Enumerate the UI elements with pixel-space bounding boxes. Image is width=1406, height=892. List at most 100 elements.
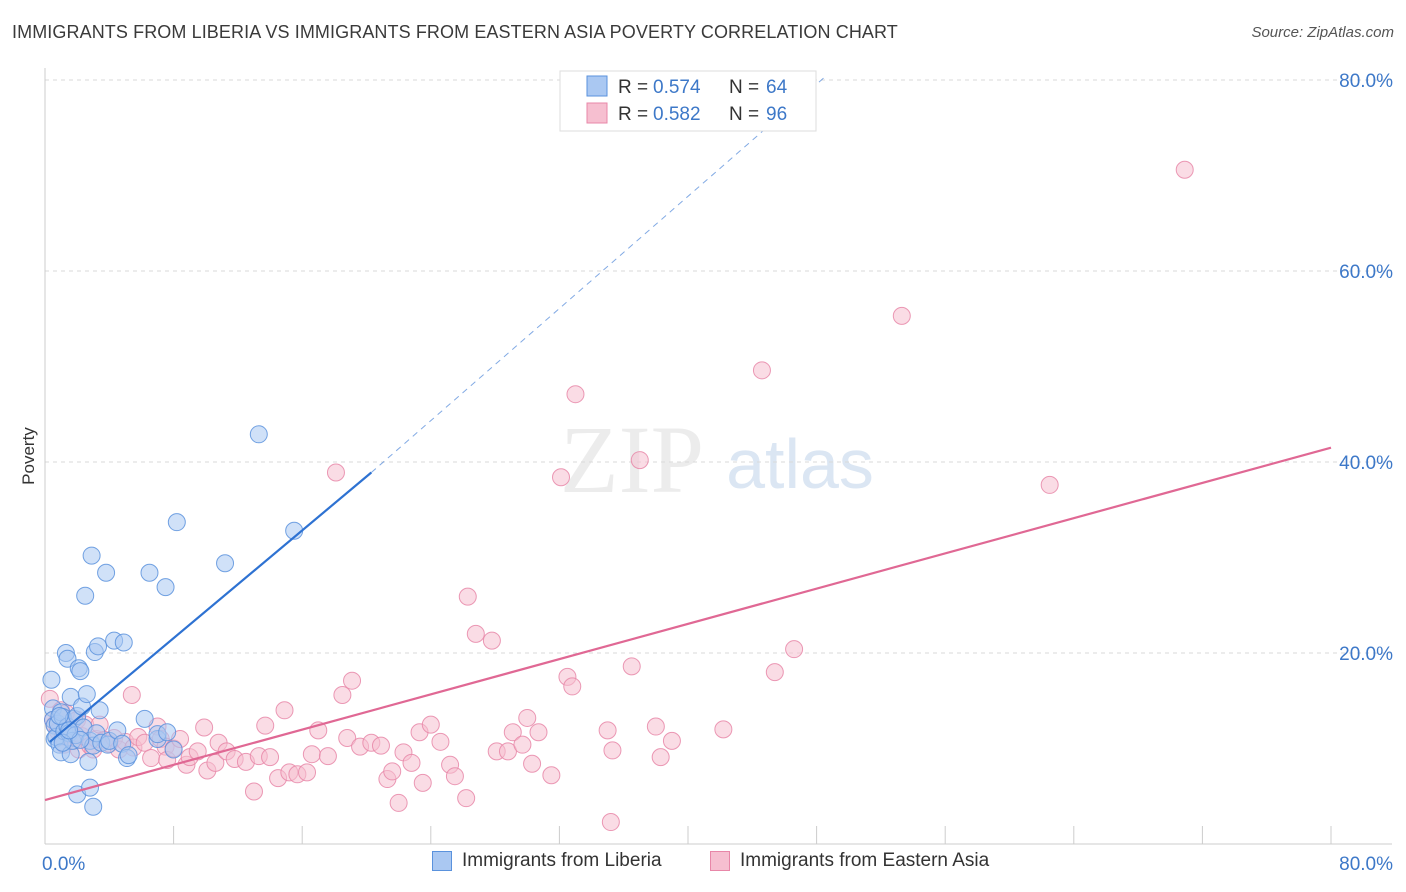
point-asia <box>646 717 665 736</box>
x-tick-label: 0.0% <box>42 854 85 875</box>
point-liberia <box>156 578 175 597</box>
legend-r-value: 0.582 <box>653 104 701 125</box>
point-asia <box>1040 475 1059 494</box>
point-asia <box>338 728 357 747</box>
legend-label-asia: Immigrants from Eastern Asia <box>740 850 990 871</box>
point-asia <box>122 686 141 705</box>
point-liberia <box>249 425 268 444</box>
point-asia <box>318 747 337 766</box>
point-asia <box>466 624 485 643</box>
point-asia <box>298 763 317 782</box>
point-asia <box>389 793 408 812</box>
y-axis-title: Poverty <box>19 427 38 485</box>
point-liberia <box>164 740 183 759</box>
point-liberia <box>90 701 109 720</box>
point-asia <box>563 677 582 696</box>
ticks: 20.0% 40.0% 60.0% 80.0% 0.0% 80.0% <box>42 71 1393 875</box>
point-asia <box>529 723 548 742</box>
watermark-atlas: atlas <box>726 425 874 503</box>
point-asia <box>457 789 476 808</box>
point-asia <box>261 748 280 767</box>
point-asia <box>445 767 464 786</box>
point-asia <box>482 631 501 650</box>
point-asia <box>256 716 275 735</box>
point-liberia <box>135 709 154 728</box>
point-asia <box>892 306 911 325</box>
x-tick-label: 80.0% <box>1339 854 1393 875</box>
point-asia <box>765 663 784 682</box>
legend-swatch-liberia <box>586 75 608 97</box>
source-label: Source: ZipAtlas.com <box>1251 24 1394 41</box>
point-asia <box>714 720 733 739</box>
legend-n-label: N = <box>729 77 759 98</box>
point-asia <box>603 741 622 760</box>
point-asia <box>142 749 161 768</box>
point-liberia <box>79 752 98 771</box>
legend-top: R = 0.574 N = 64 R = 0.582 N = 96 <box>559 70 817 132</box>
legend-n-value: 96 <box>766 104 787 125</box>
point-asia <box>622 657 641 676</box>
point-liberia <box>216 554 235 573</box>
axes <box>44 68 1392 845</box>
point-asia <box>598 721 617 740</box>
legend-item-liberia[interactable]: Immigrants from Liberia <box>432 850 662 872</box>
point-asia <box>195 718 214 737</box>
point-asia <box>302 745 321 764</box>
point-liberia <box>42 670 61 689</box>
point-asia <box>785 640 804 659</box>
point-asia <box>662 731 681 750</box>
point-asia <box>601 813 620 832</box>
point-liberia <box>167 513 186 532</box>
y-tick-label: 40.0% <box>1339 453 1393 474</box>
point-asia <box>421 715 440 734</box>
point-asia <box>188 742 207 761</box>
point-asia <box>542 766 561 785</box>
legend-n-label: N = <box>729 104 759 125</box>
series-eastern-asia <box>40 160 1194 832</box>
legend-r-label: R = <box>618 77 648 98</box>
point-asia <box>326 463 345 482</box>
point-liberia <box>84 797 103 816</box>
point-liberia <box>77 685 96 704</box>
point-asia <box>1175 160 1194 179</box>
point-asia <box>503 723 522 742</box>
point-liberia <box>114 633 133 652</box>
point-asia <box>630 451 649 470</box>
point-asia <box>371 736 390 755</box>
point-asia <box>275 701 294 720</box>
point-asia <box>752 361 771 380</box>
chart-title: IMMIGRANTS FROM LIBERIA VS IMMIGRANTS FR… <box>12 22 898 42</box>
point-liberia <box>50 707 69 726</box>
legend-r-label: R = <box>618 104 648 125</box>
point-liberia <box>76 586 95 605</box>
point-asia <box>333 686 352 705</box>
point-asia <box>523 754 542 773</box>
point-asia <box>458 587 477 606</box>
legend-r-value: 0.574 <box>653 77 701 98</box>
legend-bottom: Immigrants from Liberia Immigrants from … <box>0 850 1406 880</box>
trend-line-asia <box>44 446 1332 802</box>
point-asia <box>651 748 670 767</box>
trend-lines <box>44 76 1332 802</box>
legend-item-asia[interactable]: Immigrants from Eastern Asia <box>710 850 989 872</box>
point-liberia <box>71 662 90 681</box>
point-liberia <box>97 563 116 582</box>
legend-swatch-asia <box>586 102 608 124</box>
legend-swatch-asia <box>710 851 730 871</box>
point-asia <box>552 468 571 487</box>
trend-line-liberia-extension <box>370 76 825 473</box>
point-liberia <box>158 723 177 742</box>
point-liberia <box>119 746 138 765</box>
point-asia <box>513 735 532 754</box>
point-liberia <box>82 546 101 565</box>
point-asia <box>343 671 362 690</box>
trend-line-liberia <box>49 471 373 743</box>
y-tick-label: 20.0% <box>1339 644 1393 665</box>
y-tick-label: 80.0% <box>1339 71 1393 92</box>
point-asia <box>413 773 432 792</box>
point-liberia <box>140 563 159 582</box>
point-asia <box>402 753 421 772</box>
point-liberia <box>60 721 79 740</box>
series-liberia <box>42 425 304 816</box>
